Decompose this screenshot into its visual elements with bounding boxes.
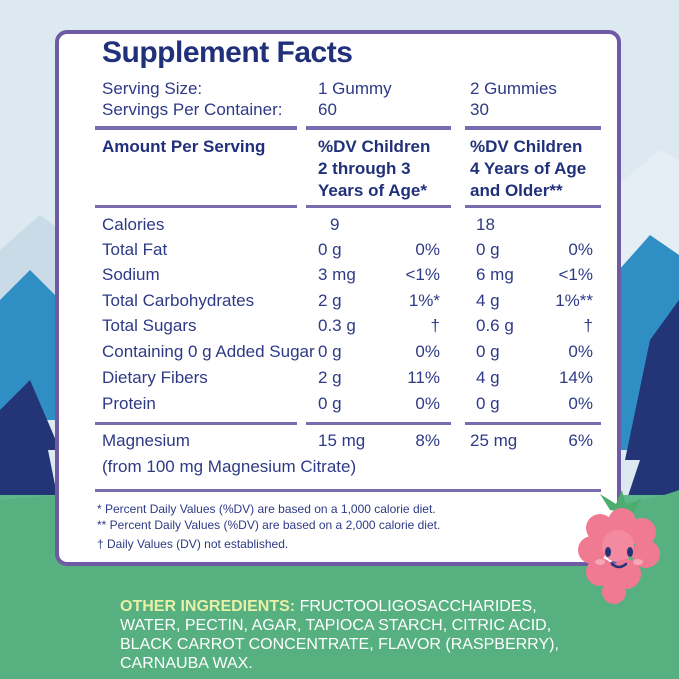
adult-dv: 0% — [568, 394, 593, 413]
amount-per-serving-header: Amount Per Serving — [102, 137, 266, 156]
nutrient-name: Protein — [102, 394, 156, 413]
adult-amount: 18 — [476, 215, 495, 234]
magnesium-source: (from 100 mg Magnesium Citrate) — [102, 457, 357, 476]
servings-per-container-label: Servings Per Container: — [102, 100, 283, 119]
child-dv: <1% — [405, 265, 441, 284]
raspberry-mascot — [578, 490, 660, 604]
adult-amount: 0 g — [476, 342, 500, 361]
child-dv: 0% — [415, 240, 440, 259]
supplement-facts-title: Supplement Facts — [102, 36, 353, 69]
other-ingredients-text: FRUCTOOLIGOSACCHARIDES, WATER, PECTIN, A… — [120, 598, 559, 672]
nutrient-name: Calories — [102, 215, 165, 234]
child-amount: 0 g — [318, 342, 342, 361]
divider-header-child — [306, 205, 451, 208]
divider-magnesium — [95, 422, 297, 425]
adult-dv: 14% — [558, 368, 593, 387]
divider-thick-top-child — [306, 126, 451, 130]
adult-amount: 6 mg — [476, 265, 514, 284]
adult-dv: 0% — [568, 240, 593, 259]
child-amount: 15 mg — [318, 431, 366, 450]
servings-per-container-adult: 30 — [470, 100, 489, 119]
servings-per-container-child: 60 — [318, 100, 337, 119]
nutrient-name: Total Carbohydrates — [102, 291, 255, 310]
adult-amount: 4 g — [476, 368, 500, 387]
nutrient-name: Magnesium — [102, 431, 190, 450]
adult-dv: 1%** — [555, 291, 593, 310]
tree-right — [620, 300, 679, 520]
nutrient-name: Containing 0 g Added Sugar — [102, 342, 315, 361]
divider-footnotes — [95, 489, 601, 492]
blue-mountain-left — [0, 270, 60, 420]
serving-size-child: 1 Gummy — [318, 79, 392, 98]
divider-magnesium-adult — [465, 422, 601, 425]
footnote-2: ** Percent Daily Values (%DV) are based … — [97, 518, 441, 532]
nutrient-name: Total Sugars — [102, 316, 197, 335]
adult-dv: 0% — [568, 342, 593, 361]
adult-amount: 4 g — [476, 291, 500, 310]
footnote-3: † Daily Values (DV) not established. — [97, 537, 289, 551]
divider-thick-top-adult — [465, 126, 601, 130]
divider-header — [95, 205, 297, 208]
nutrient-name: Total Fat — [102, 240, 168, 259]
divider-thick-top — [95, 126, 297, 130]
child-amount: 0 g — [318, 394, 342, 413]
nutrient-name: Dietary Fibers — [102, 368, 208, 387]
footnote-1: * Percent Daily Values (%DV) are based o… — [97, 502, 436, 516]
serving-size-adult: 2 Gummies — [470, 79, 557, 98]
dv-adult-header: %DV Children 4 Years of Age and Older** — [470, 137, 587, 200]
nutrient-name: Sodium — [102, 265, 160, 284]
adult-amount: 25 mg — [470, 431, 518, 450]
child-amount: 2 g — [318, 368, 342, 387]
child-dv: 1%* — [408, 291, 440, 310]
adult-amount: 0 g — [476, 394, 500, 413]
supplement-facts-panel — [55, 30, 621, 566]
dv-child-header: %DV Children 2 through 3 Years of Age* — [318, 137, 431, 200]
child-amount: 0.3 g — [318, 316, 356, 335]
child-dv: 0% — [415, 342, 440, 361]
serving-size-label: Serving Size: — [102, 79, 203, 98]
child-amount: 0 g — [318, 240, 342, 259]
child-dv: 0% — [415, 394, 440, 413]
child-dv: 11% — [407, 368, 440, 387]
child-dv: † — [430, 316, 440, 335]
adult-dv: 6% — [568, 431, 593, 450]
divider-header-adult — [465, 205, 601, 208]
adult-amount: 0 g — [476, 240, 500, 259]
child-amount: 3 mg — [318, 265, 356, 284]
child-dv: 8% — [415, 431, 440, 450]
divider-magnesium-child — [306, 422, 451, 425]
tree-left — [0, 380, 62, 520]
adult-dv: † — [583, 316, 593, 335]
child-amount: 2 g — [318, 291, 342, 310]
child-amount: 9 — [330, 215, 340, 234]
adult-amount: 0.6 g — [476, 316, 514, 335]
other-ingredients: OTHER INGREDIENTS: FRUCTOOLIGOSACCHARIDE… — [120, 597, 590, 673]
other-ingredients-label: OTHER INGREDIENTS: — [120, 598, 296, 615]
adult-dv: <1% — [558, 265, 594, 284]
